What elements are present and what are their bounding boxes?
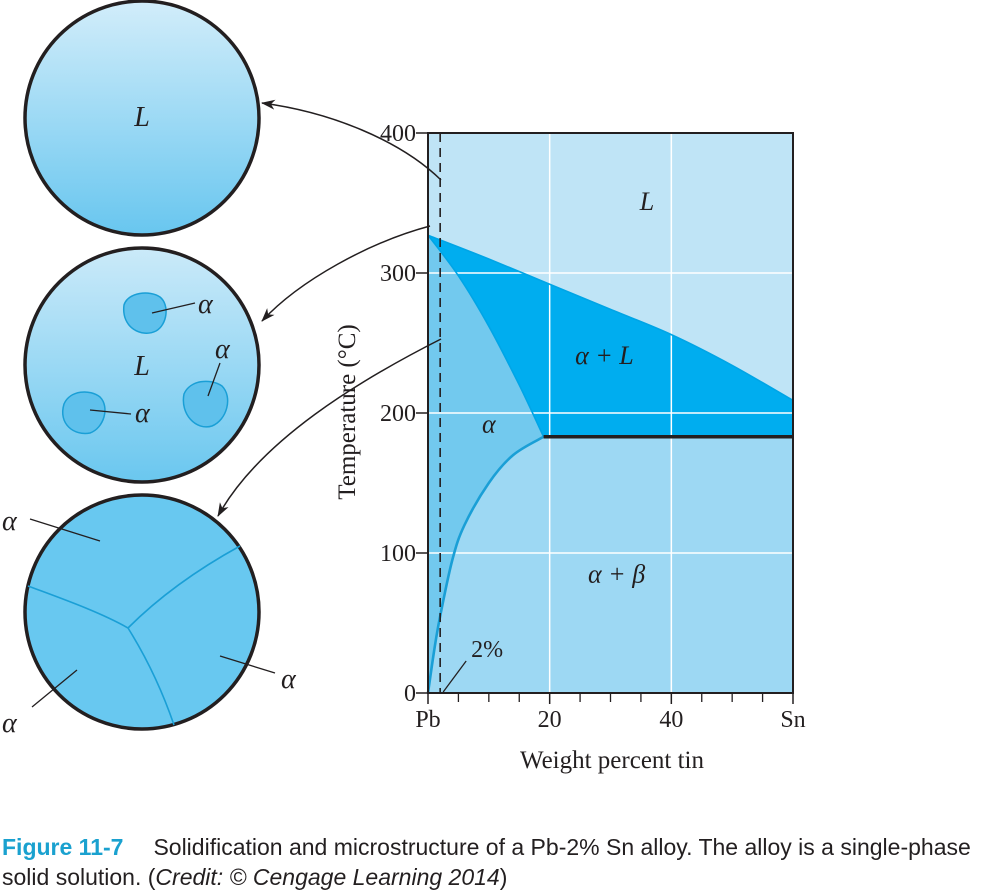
y-tick-label: 300 [380, 261, 416, 287]
arrow-to-solidifying [261, 225, 431, 322]
arrow-to-solid [217, 338, 442, 517]
y-axis-label: Temperature (°C) [334, 324, 361, 500]
alpha-pointer [219, 655, 276, 674]
alpha-label: α [215, 334, 231, 365]
y-tick-label: 0 [404, 681, 416, 707]
alpha-label: α [2, 506, 18, 537]
y-tick-label: 200 [380, 401, 416, 427]
phase-diagram: 0 100 200 300 400 Pb 20 40 Sn Lα + L α α + β 2% We… [334, 121, 806, 774]
alpha-nucleus-2 [61, 391, 106, 435]
region-label: α + β [588, 559, 645, 588]
region-label: L [639, 187, 654, 216]
alpha-label: α [198, 289, 214, 320]
alpha-label: α [281, 664, 297, 695]
x-tick-label: 20 [538, 707, 562, 733]
alpha-pointer-2 [89, 409, 132, 415]
alpha-nucleus-1 [123, 292, 167, 334]
liquid-circle [23, 0, 261, 237]
liquidus-line [427, 234, 794, 402]
region-alpha-liquid [428, 235, 793, 437]
phase-diagram-figure: 0 100 200 300 400 Pb 20 40 Sn Lα + L α α + β 2% We… [2, 0, 806, 774]
x-axis-label: Weight percent tin [520, 747, 705, 774]
alpha-label: α [135, 398, 151, 429]
alpha-label: α [2, 708, 18, 739]
grain-boundary [27, 585, 129, 629]
caption-credit: Credit: © Cengage Learning 2014 [155, 864, 500, 890]
x-tick-label: Pb [415, 707, 440, 733]
alpha-pointer [31, 669, 78, 708]
liquid-label: L [133, 351, 150, 382]
x-tick-label: 40 [659, 707, 683, 733]
region-alpha [428, 235, 544, 693]
grain-boundary [127, 545, 241, 629]
y-tick-label: 100 [380, 541, 416, 567]
microstructure-liquid: L [23, 0, 261, 237]
arrow-to-liquid [261, 99, 442, 181]
alpha-pointer-1 [151, 302, 196, 314]
grid-lines [428, 133, 793, 693]
alpha-pointer-3 [207, 362, 221, 397]
alpha-nucleus-3 [182, 380, 229, 428]
figure-number: Figure 11-7 [2, 834, 124, 860]
liquid-label: L [133, 102, 150, 133]
arrows [217, 99, 442, 517]
microstructure-solidifying: L α α α [23, 246, 261, 484]
caption-close: ) [499, 864, 508, 890]
microstructure-solid: α α α [2, 493, 297, 739]
alpha-pointer [29, 518, 101, 542]
solid-circle [23, 493, 261, 731]
grain-boundary [127, 627, 175, 726]
caption-text: Solidification and microstructure of a P… [2, 834, 971, 890]
figure-caption: Figure 11-7 Solidification and microstruc… [2, 832, 977, 892]
solidus-line [427, 234, 545, 438]
alloy-label-pointer [442, 660, 467, 693]
alloy-composition-label: 2% [471, 637, 503, 663]
x-tick-label: Sn [780, 707, 805, 733]
region-label: α + L [575, 341, 634, 370]
region-label: α [482, 410, 497, 439]
y-tick-label: 400 [380, 121, 416, 147]
solvus-line [426, 435, 545, 694]
